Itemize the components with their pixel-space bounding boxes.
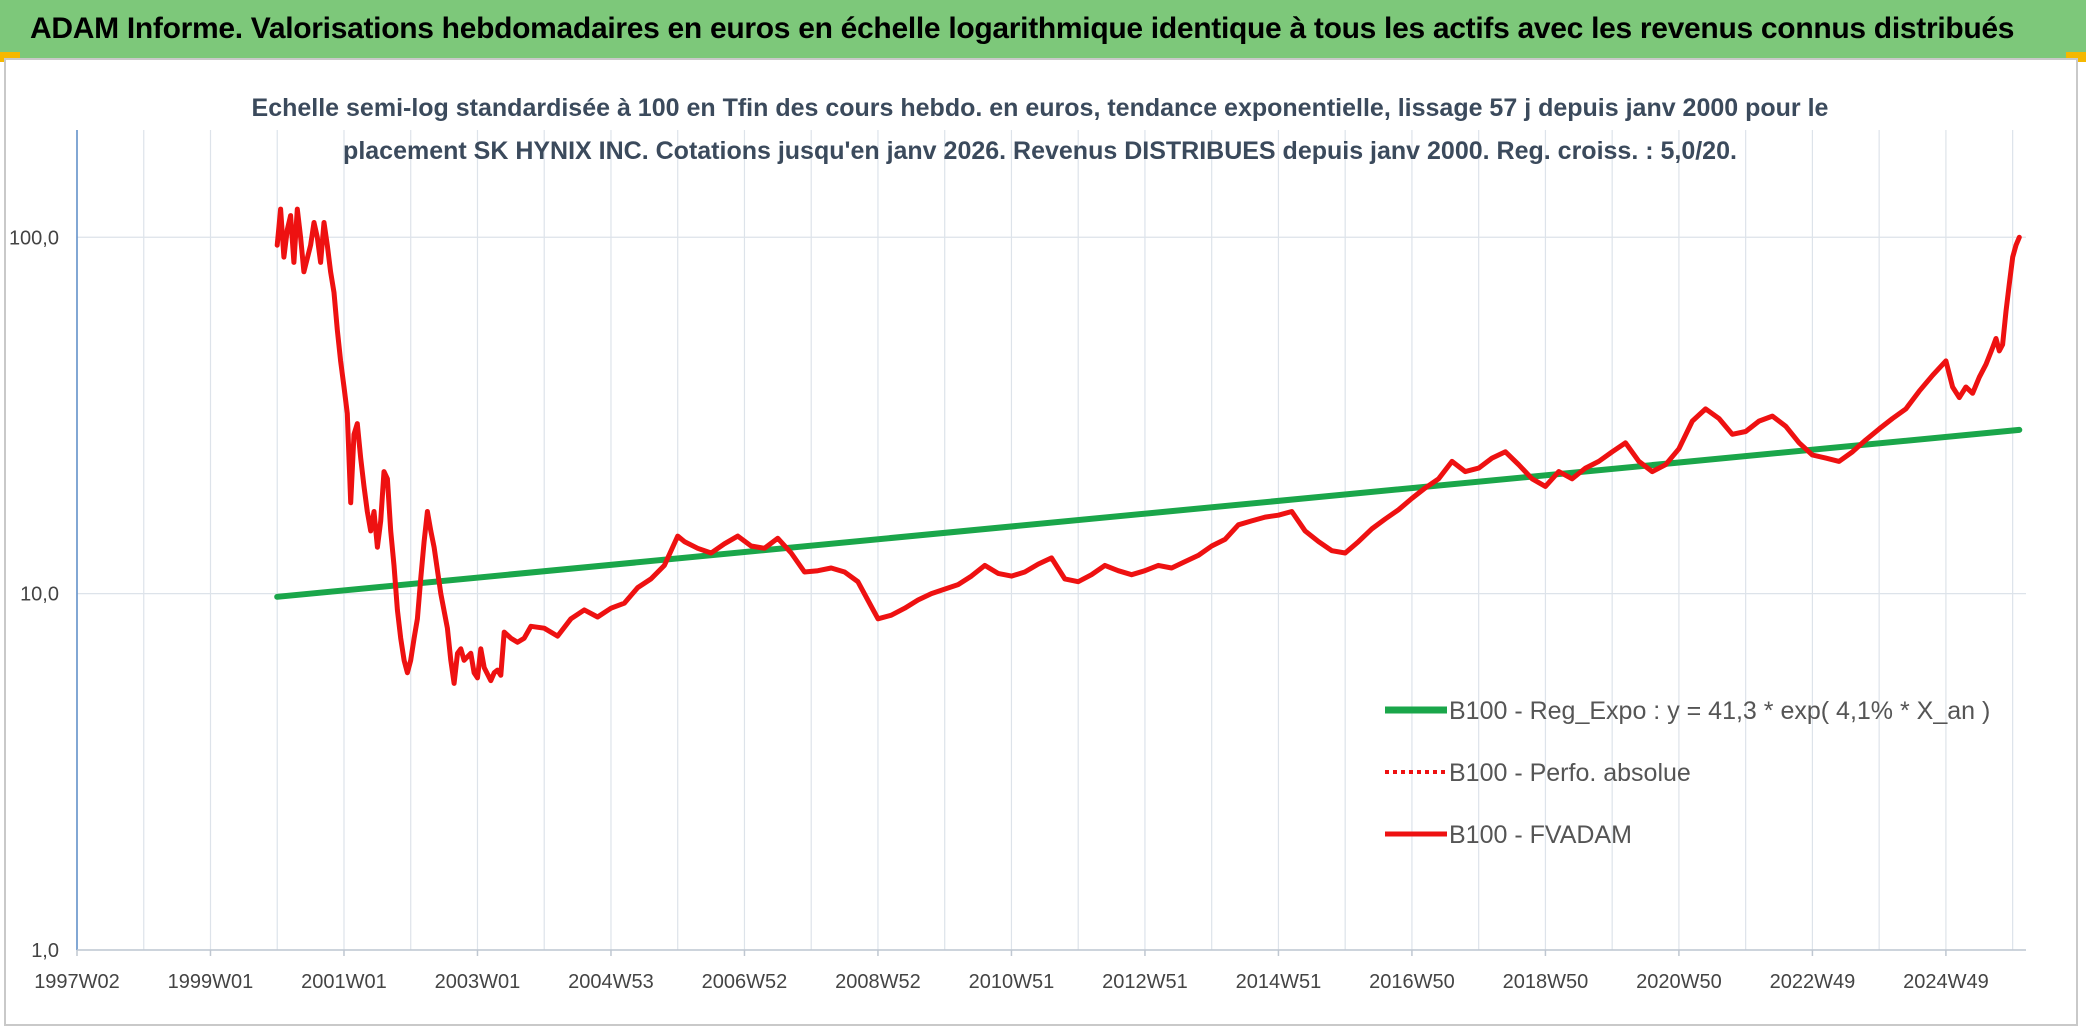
series-layer bbox=[274, 206, 2023, 686]
x-tick-label: 2018W50 bbox=[1503, 971, 1589, 993]
corner-mark-right bbox=[2066, 52, 2086, 62]
x-tick-label: 2008W52 bbox=[835, 971, 921, 993]
y-tick-label: 100,0 bbox=[9, 227, 59, 249]
x-tick-label: 2016W50 bbox=[1369, 971, 1455, 993]
x-tick-label: 2004W53 bbox=[568, 971, 654, 993]
x-tick-label: 2012W51 bbox=[1102, 971, 1188, 993]
legend-label: B100 - FVADAM bbox=[1449, 821, 1632, 849]
chart-legend: B100 - Reg_Expo : y = 41,3 * exp( 4,1% *… bbox=[1385, 697, 1990, 849]
x-tick-label: 2020W50 bbox=[1636, 971, 1722, 993]
x-tick-label: 1999W01 bbox=[168, 971, 254, 993]
chart-title-line: Echelle semi-log standardisée à 100 en T… bbox=[252, 94, 1829, 122]
series-line-trend bbox=[274, 426, 2023, 600]
x-tick-label: 2014W51 bbox=[1236, 971, 1322, 993]
x-tick-label: 1997W02 bbox=[34, 971, 120, 993]
y-tick-label: 1,0 bbox=[31, 940, 59, 962]
x-tick-label: 2003W01 bbox=[435, 971, 521, 993]
x-tick-label: 2024W49 bbox=[1903, 971, 1989, 993]
top-banner: ADAM Informe. Valorisations hebdomadaire… bbox=[0, 0, 2086, 58]
legend-label: B100 - Perfo. absolue bbox=[1449, 759, 1691, 787]
x-tick-label: 2010W51 bbox=[969, 971, 1055, 993]
chart-frame bbox=[4, 58, 2078, 1026]
chart-title-line: placement SK HYNIX INC. Cotations jusqu'… bbox=[343, 137, 1737, 165]
grid-layer bbox=[76, 130, 2026, 951]
banner-title: ADAM Informe. Valorisations hebdomadaire… bbox=[30, 12, 2015, 45]
x-tick-label: 2001W01 bbox=[301, 971, 387, 993]
x-tick-label: 2022W49 bbox=[1770, 971, 1856, 993]
legend-label: B100 - Reg_Expo : y = 41,3 * exp( 4,1% *… bbox=[1449, 697, 1990, 725]
chart-title: Echelle semi-log standardisée à 100 en T… bbox=[252, 94, 1829, 165]
axis-layer: 1,0 10,0 100,0 1997W02 1999W01 2001W01 2003W01… bbox=[9, 130, 2026, 993]
corner-mark-left bbox=[0, 52, 20, 62]
x-tick-label: 2006W52 bbox=[702, 971, 788, 993]
y-tick-label: 10,0 bbox=[20, 584, 59, 606]
series-line-fvadam bbox=[274, 206, 2022, 686]
